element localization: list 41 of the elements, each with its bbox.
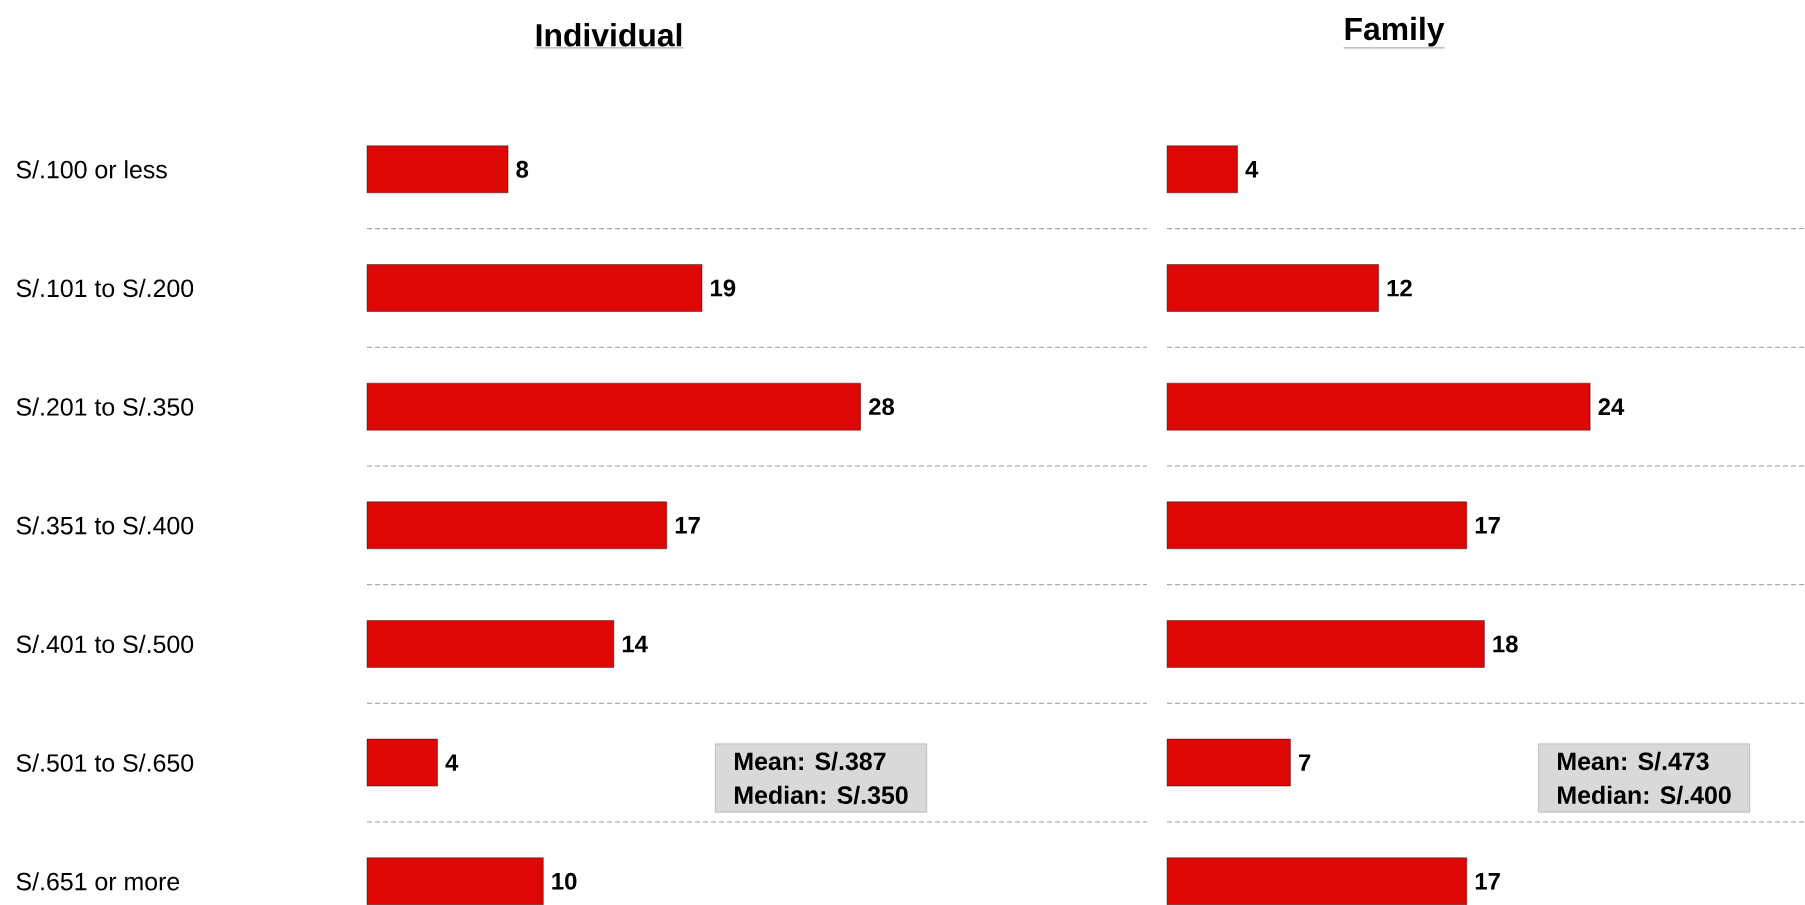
bar — [1166, 382, 1591, 431]
data-label: 4 — [1245, 161, 1259, 178]
data-label: 14 — [622, 635, 648, 653]
data-label: 17 — [1475, 517, 1500, 534]
y-tick-label: S/.651 or more — [16, 872, 180, 891]
bar — [366, 620, 615, 668]
bar — [366, 857, 544, 905]
bar — [1166, 620, 1485, 668]
y-tick-label: S/.201 to S/.350 — [16, 397, 194, 416]
annotation: Mean: S/.473 — [1558, 751, 1709, 771]
bar — [1166, 857, 1467, 905]
bar — [366, 501, 667, 549]
bar — [1166, 501, 1467, 549]
bar — [366, 382, 861, 431]
bar — [366, 264, 703, 312]
y-tick-label: S/.100 or less — [16, 160, 167, 179]
data-label: 10 — [552, 872, 577, 890]
data-label: 8 — [516, 160, 529, 178]
data-label: 18 — [1493, 635, 1518, 653]
bar — [366, 145, 509, 194]
data-label: 17 — [1475, 873, 1500, 890]
chart-title: Family — [1345, 16, 1445, 47]
y-tick-label: S/.351 to S/.400 — [16, 516, 194, 535]
data-label: 4 — [445, 754, 459, 771]
data-label: 12 — [1387, 279, 1412, 297]
bar — [1166, 145, 1238, 194]
y-tick-label: S/.101 to S/.200 — [16, 278, 194, 298]
chart-title: Individual — [536, 23, 682, 47]
bar — [1166, 738, 1291, 787]
y-tick-label: S/.401 to S/.500 — [16, 634, 194, 654]
annotation: Median: S/.400 — [1558, 785, 1731, 805]
data-label: 19 — [711, 279, 736, 297]
bar — [366, 738, 438, 787]
bar — [1166, 264, 1379, 312]
data-label: 24 — [1598, 398, 1625, 415]
annotation: Median: S/.350 — [735, 785, 908, 805]
data-label: 17 — [675, 517, 700, 534]
data-label: 7 — [1299, 754, 1311, 771]
data-label: 28 — [869, 398, 895, 416]
y-tick-label: S/.501 to S/.650 — [16, 753, 194, 772]
annotation: Mean: S/.387 — [735, 751, 886, 771]
